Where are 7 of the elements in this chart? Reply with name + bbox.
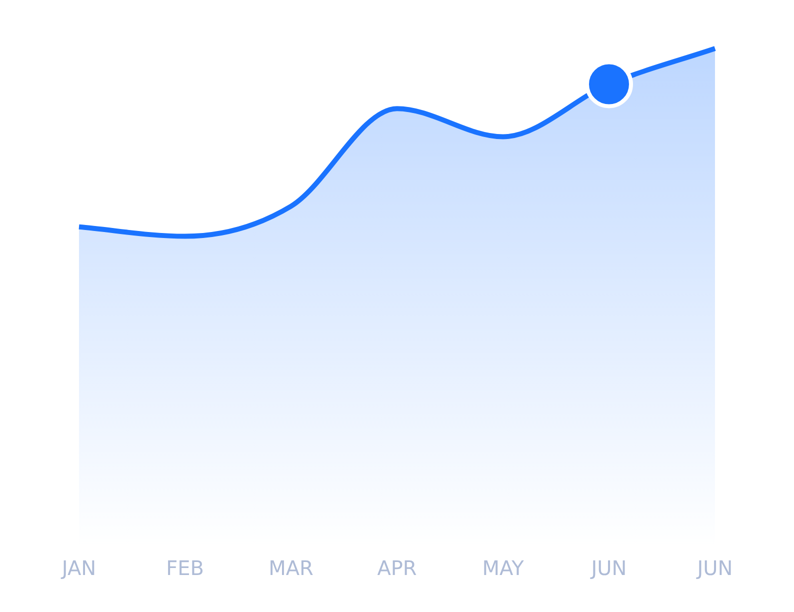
x-tick-label: MAY (482, 556, 525, 580)
x-tick-label: JAN (60, 556, 96, 580)
x-tick-label: MAR (268, 556, 314, 580)
x-tick-label: APR (377, 556, 417, 580)
x-tick-label: FEB (166, 556, 204, 580)
x-tick-label: JUN (589, 556, 627, 580)
x-tick-label: JUN (695, 556, 733, 580)
